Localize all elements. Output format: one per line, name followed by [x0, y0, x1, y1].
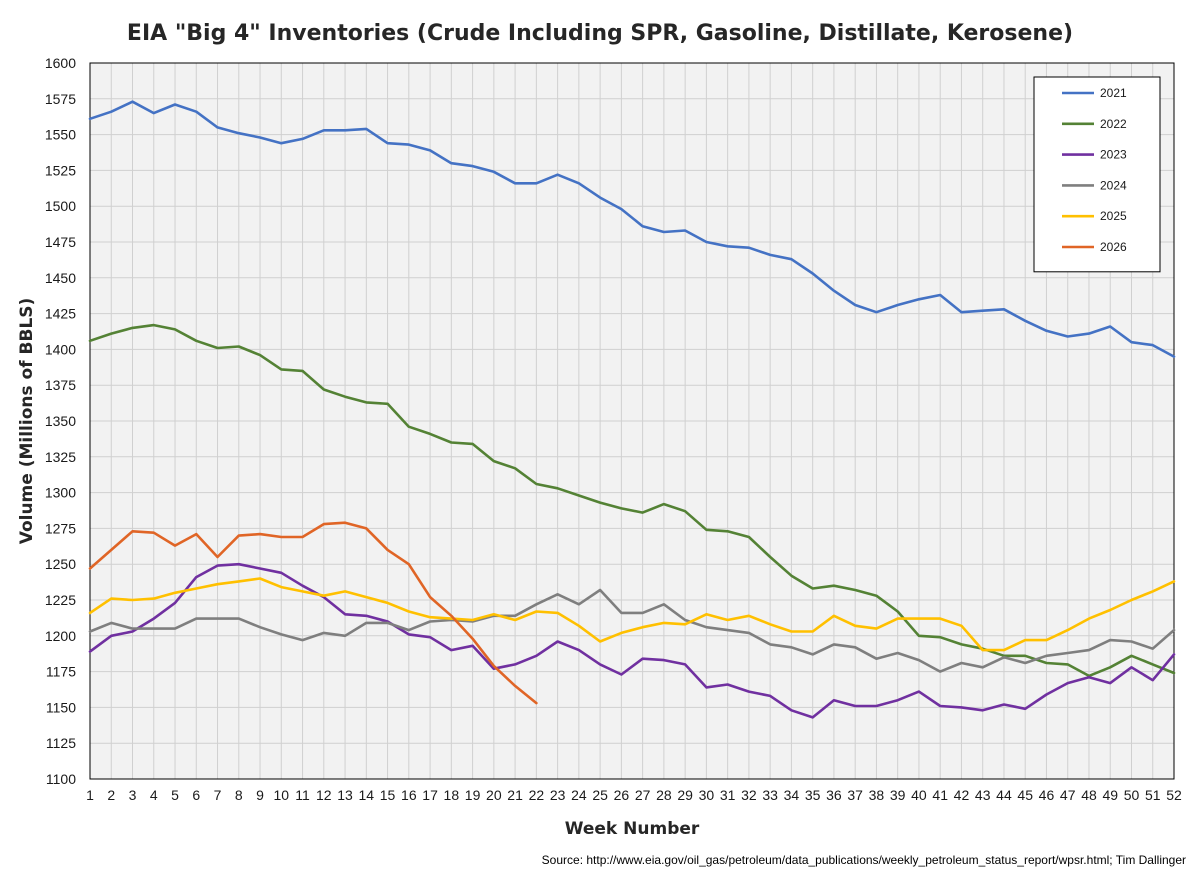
x-tick-labels: 1 2 3 4 5 6 7 8 9 10 11 12 13 14 15 16 17 18 19 20 21 22 23 24 2…: [86, 787, 1182, 803]
y-tick-label: 1325: [45, 449, 76, 465]
x-axis-title: Week Number: [565, 819, 700, 839]
x-tick-label: 37: [847, 787, 863, 803]
y-tick-label: 1275: [45, 520, 76, 536]
x-tick-label: 7: [214, 787, 222, 803]
x-tick-label: 11: [295, 787, 310, 803]
x-tick-label: 40: [911, 787, 927, 803]
y-tick-labels: 1100 1125 1150 1175 1200 1225 1250 1275 1300 1325…: [45, 55, 76, 787]
y-tick-label: 1300: [45, 485, 76, 501]
y-tick-label: 1350: [45, 413, 76, 429]
x-tick-label: 29: [677, 787, 693, 803]
x-tick-label: 45: [1017, 787, 1033, 803]
y-tick-label: 1150: [46, 699, 76, 715]
x-tick-label: 26: [614, 787, 630, 803]
x-tick-label: 47: [1060, 787, 1076, 803]
y-tick-label: 1450: [45, 270, 76, 286]
series-line-2023: [88, 562, 1176, 719]
x-tick-label: 24: [571, 787, 587, 803]
x-tick-label: 9: [256, 787, 264, 803]
series-line-2024: [88, 588, 1176, 673]
legend-box: [1033, 76, 1161, 273]
x-tick-label: 46: [1039, 787, 1055, 803]
x-tick-label: 36: [826, 787, 842, 803]
x-tick-label: 20: [486, 787, 502, 803]
x-tick-label: 44: [996, 787, 1012, 803]
x-tick-label: 19: [465, 787, 481, 803]
y-tick-label: 1425: [45, 306, 76, 322]
y-tick-label: 1400: [45, 341, 76, 357]
x-tick-label: 43: [975, 787, 991, 803]
y-tick-label: 1100: [46, 771, 76, 787]
x-tick-label: 28: [656, 787, 672, 803]
x-tick-label: 51: [1145, 787, 1161, 803]
series-line-2026: [88, 521, 538, 705]
x-gridlines: [89, 63, 1175, 779]
x-tick-label: 12: [316, 787, 332, 803]
series-line-2025: [88, 577, 1176, 652]
x-tick-label: 48: [1081, 787, 1097, 803]
x-tick-label: 38: [869, 787, 885, 803]
x-tick-label: 8: [235, 787, 243, 803]
x-tick-label: 30: [699, 787, 715, 803]
x-tick-label: 3: [129, 787, 137, 803]
x-tick-label: 16: [401, 787, 417, 803]
x-tick-label: 6: [192, 787, 200, 803]
y-tick-label: 1200: [45, 628, 76, 644]
y-tick-label: 1175: [46, 664, 76, 680]
source-note: Source: http://www.eia.gov/oil_gas/petro…: [542, 853, 1186, 867]
x-tick-label: 14: [359, 787, 375, 803]
x-tick-label: 32: [741, 787, 757, 803]
x-tick-label: 1: [86, 787, 94, 803]
series-layer: [88, 100, 1176, 719]
y-tick-label: 1600: [45, 55, 76, 71]
x-tick-label: 50: [1124, 787, 1140, 803]
x-tick-label: 17: [422, 787, 438, 803]
x-tick-label: 39: [890, 787, 906, 803]
x-tick-label: 34: [784, 787, 800, 803]
x-tick-label: 31: [720, 787, 736, 803]
x-tick-label: 41: [932, 787, 948, 803]
x-tick-label: 52: [1166, 787, 1182, 803]
legend-label-2026: 2026: [1100, 240, 1127, 254]
x-tick-label: 15: [380, 787, 396, 803]
legend-label-2025: 2025: [1100, 209, 1127, 223]
x-tick-label: 23: [550, 787, 566, 803]
x-tick-label: 4: [150, 787, 158, 803]
y-tick-label: 1375: [45, 377, 76, 393]
x-tick-label: 18: [444, 787, 460, 803]
x-tick-label: 10: [274, 787, 290, 803]
y-gridlines: [90, 62, 1174, 780]
series-line-2021: [88, 100, 1176, 358]
y-tick-label: 1125: [46, 735, 76, 751]
y-tick-label: 1550: [45, 127, 76, 143]
legend-label-2022: 2022: [1100, 117, 1127, 131]
x-tick-label: 22: [529, 787, 545, 803]
x-tick-label: 5: [171, 787, 179, 803]
x-tick-label: 13: [337, 787, 353, 803]
x-tick-label: 21: [507, 787, 523, 803]
x-tick-label: 42: [954, 787, 970, 803]
y-tick-label: 1525: [45, 162, 76, 178]
y-axis-title: Volume (Millions of BBLS): [17, 298, 37, 545]
legend-label-2023: 2023: [1100, 148, 1127, 162]
x-tick-label: 33: [762, 787, 778, 803]
plot-border: [89, 62, 1175, 780]
y-tick-label: 1500: [45, 198, 76, 214]
legend-label-2024: 2024: [1100, 178, 1127, 192]
x-tick-label: 49: [1102, 787, 1118, 803]
x-tick-label: 2: [107, 787, 115, 803]
legend: 2021 2022 2023 2024 2025 2026: [1033, 76, 1161, 273]
y-tick-label: 1575: [45, 91, 76, 107]
series-line-2022: [88, 323, 1176, 678]
x-tick-label: 25: [592, 787, 608, 803]
chart-title: EIA "Big 4" Inventories (Crude Including…: [127, 21, 1073, 46]
x-tick-label: 35: [805, 787, 821, 803]
y-tick-label: 1475: [45, 234, 76, 250]
x-tick-label: 27: [635, 787, 651, 803]
y-tick-label: 1250: [45, 556, 76, 572]
legend-label-2021: 2021: [1100, 86, 1127, 100]
y-tick-label: 1225: [45, 592, 76, 608]
